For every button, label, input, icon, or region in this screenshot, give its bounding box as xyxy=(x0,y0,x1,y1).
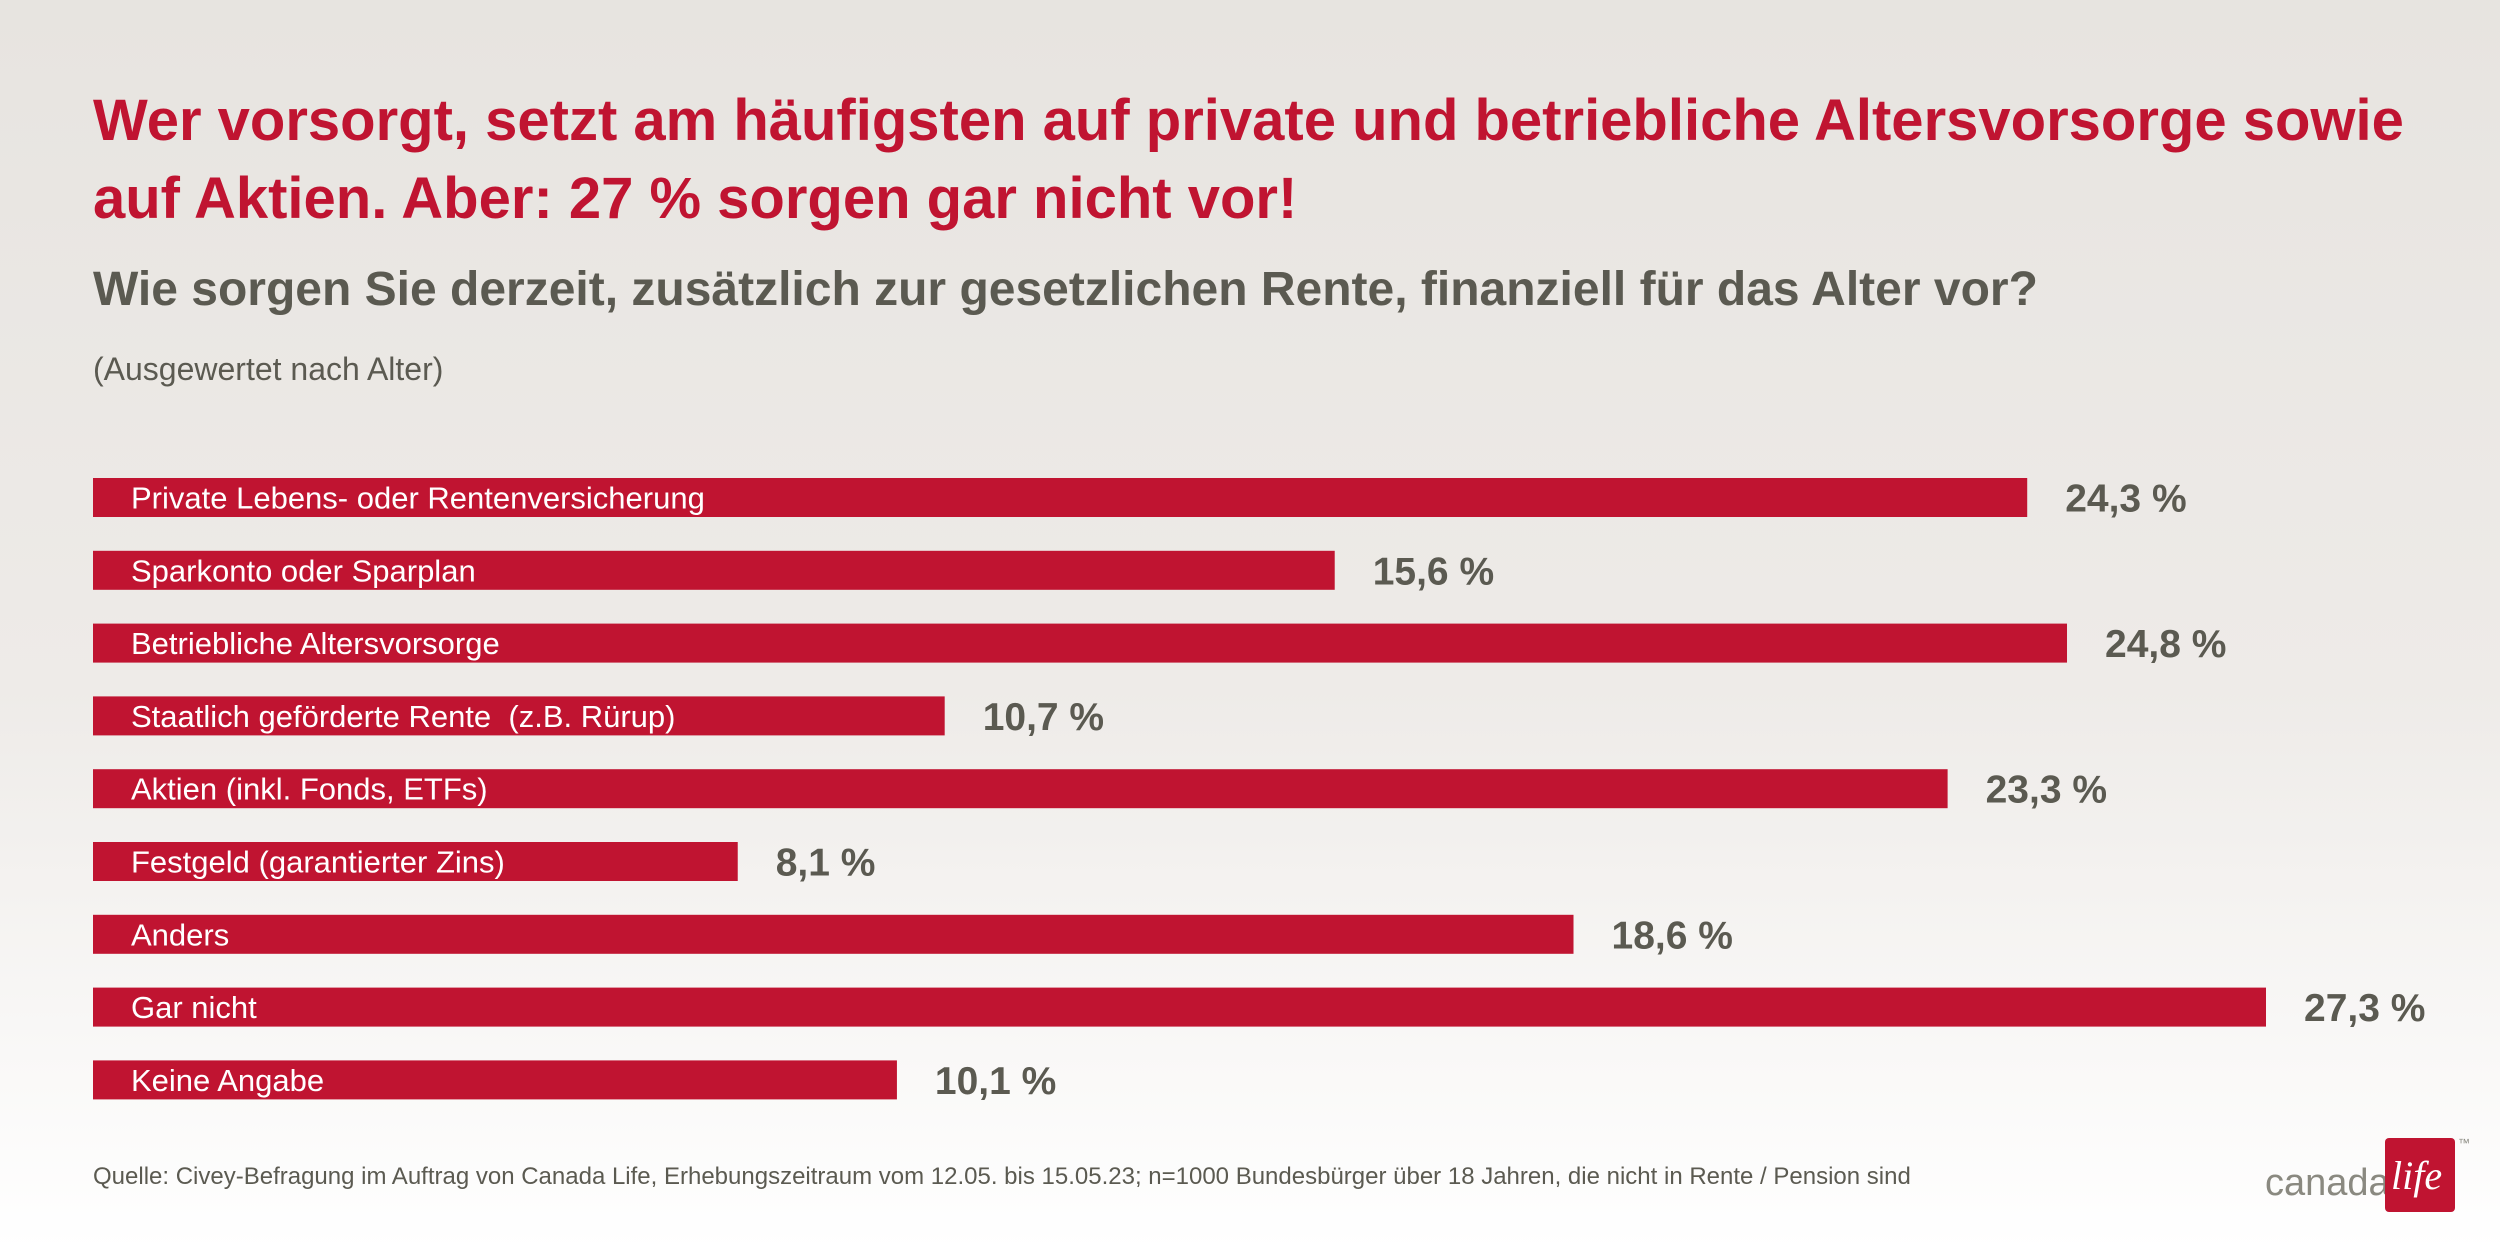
bar-group: Betriebliche Altersvorsorge 24,8 % xyxy=(93,623,2226,666)
category-label: Keine Angabe xyxy=(131,1063,324,1098)
canada-life-logo: canada life ™ xyxy=(2265,1130,2480,1220)
logo-box-wordmark: life xyxy=(2391,1153,2443,1198)
category-label: Gar nicht xyxy=(131,990,257,1025)
bar-group: Sparkonto oder Sparplan 15,6 % xyxy=(93,550,1494,593)
category-label: Private Lebens- oder Rentenversicherung xyxy=(131,481,705,516)
bar-group: Private Lebens- oder Rentenversicherung 2… xyxy=(93,478,2187,521)
value-label: 27,3 % xyxy=(2304,987,2425,1030)
value-label: 15,6 % xyxy=(1373,550,1494,593)
bar-chart: Private Lebens- oder Rentenversicherung 2… xyxy=(93,478,2425,1103)
logo-box: life xyxy=(2385,1138,2455,1212)
chart-note: (Ausgewertet nach Alter) xyxy=(93,351,444,387)
bar xyxy=(93,696,945,736)
bar-group: Keine Angabe 10,1 % xyxy=(93,1060,1056,1103)
bar xyxy=(93,1060,897,1100)
value-label: 24,8 % xyxy=(2105,623,2226,666)
category-label: Staatlich geförderte Rente (z.B. Rürup) xyxy=(131,699,675,734)
trademark-symbol: ™ xyxy=(2458,1136,2470,1150)
category-label: Anders xyxy=(131,917,229,952)
bar xyxy=(93,987,2266,1027)
bar-group: Anders 18,6 % xyxy=(93,914,1733,957)
category-label: Aktien (inkl. Fonds, ETFs) xyxy=(131,772,488,807)
bar-group: Festgeld (garantierter Zins) 8,1 % xyxy=(93,842,875,885)
chart-subtitle: Wie sorgen Sie derzeit, zusätzlich zur g… xyxy=(93,263,2038,316)
bar xyxy=(93,478,2028,517)
bar xyxy=(93,623,2068,663)
bar xyxy=(93,914,1574,954)
source-note: Quelle: Civey-Befragung im Auftrag von C… xyxy=(93,1163,1911,1190)
value-label: 18,6 % xyxy=(1612,914,1733,957)
bar-group: Staatlich geförderte Rente (z.B. Rürup) 1… xyxy=(93,696,1104,739)
value-label: 23,3 % xyxy=(1986,769,2107,812)
bar-group: Aktien (inkl. Fonds, ETFs) 23,3 % xyxy=(93,769,2107,812)
chart-title: Wer vorsorgt, setzt am häufigsten auf pr… xyxy=(93,88,2404,231)
value-label: 10,7 % xyxy=(983,696,1104,739)
bar xyxy=(93,550,1335,590)
category-label: Festgeld (garantierter Zins) xyxy=(131,845,505,880)
bar-group: Gar nicht 27,3 % xyxy=(93,987,2425,1030)
value-label: 8,1 % xyxy=(776,842,876,885)
logo-wordmark: canada xyxy=(2265,1162,2390,1204)
category-label: Sparkonto oder Sparplan xyxy=(131,553,476,588)
category-label: Betriebliche Altersvorsorge xyxy=(131,626,500,661)
bar xyxy=(93,769,1948,809)
bar xyxy=(93,842,738,881)
value-label: 24,3 % xyxy=(2065,478,2186,521)
value-label: 10,1 % xyxy=(935,1060,1056,1103)
